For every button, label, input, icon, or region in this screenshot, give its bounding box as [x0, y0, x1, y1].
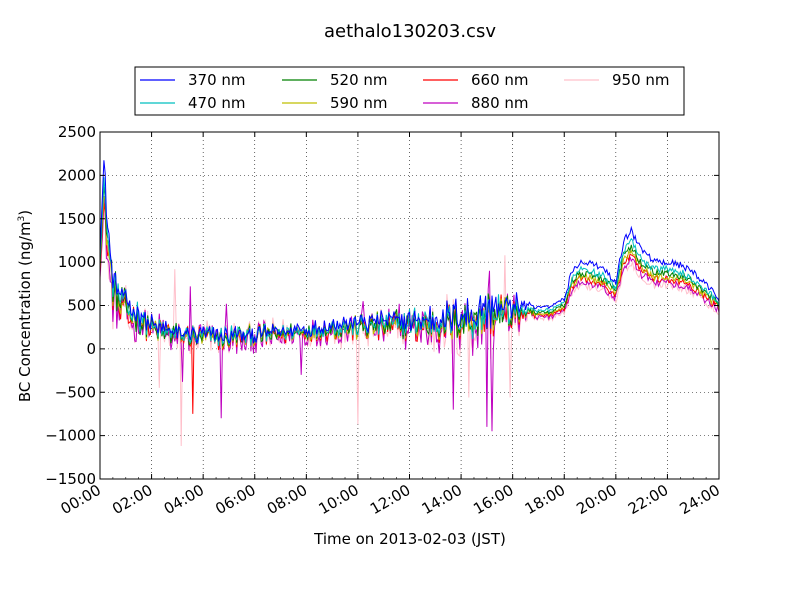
axis-ticks [99, 131, 720, 480]
x-tick-label: 14:00 [419, 481, 465, 518]
x-tick-label: 02:00 [109, 481, 155, 518]
y-tick-label: 1500 [58, 210, 96, 228]
y-tick-label: 0 [86, 340, 96, 358]
x-tick-label: 12:00 [367, 481, 413, 518]
y-axis-label-end: ) [16, 210, 34, 216]
chart-title: aethalo130203.csv [324, 21, 496, 42]
x-tick-labels: 00:00 02:00 04:00 06:00 08:00 10:00 12:00 14:00… [58, 481, 723, 518]
x-tick-label: 22:00 [625, 481, 671, 518]
legend-box [134, 66, 685, 116]
x-tick-label: 16:00 [470, 481, 516, 518]
legend-label: 370 nm [188, 71, 246, 89]
grid-lines [100, 132, 719, 479]
legend-label: 470 nm [188, 94, 246, 112]
x-tick-label: 24:00 [677, 481, 723, 518]
x-tick-label: 06:00 [212, 481, 258, 518]
series-line-470-nm [100, 177, 719, 347]
x-tick-label: 18:00 [522, 481, 568, 518]
y-tick-label: 1000 [58, 253, 96, 271]
legend-label: 590 nm [330, 94, 388, 112]
x-axis-label: Time on 2013-02-03 (JST) [313, 530, 506, 548]
x-tick-label: 20:00 [573, 481, 619, 518]
y-tick-labels: −1500 −1000 −500 0 500 1000 1500 2000 2500 [45, 123, 96, 488]
y-tick-label: 500 [67, 297, 96, 315]
x-tick-label: 10:00 [315, 481, 361, 518]
y-axis-label-superscript: 3 [17, 216, 27, 222]
series-line-370-nm [100, 160, 719, 344]
y-tick-label: −1000 [45, 427, 96, 445]
y-tick-label: 2000 [58, 166, 96, 184]
y-tick-label: 2500 [58, 123, 96, 141]
x-tick-label: 04:00 [161, 481, 207, 518]
legend-label: 950 nm [612, 71, 670, 89]
series-layer [100, 160, 719, 447]
y-axis-label: BC Concentration (ng/m3) [16, 210, 34, 402]
legend: 370 nm 470 nm 520 nm 590 nm 660 nm 880 nm 950 … [134, 66, 685, 116]
legend-label: 520 nm [330, 71, 388, 89]
legend-label: 660 nm [471, 71, 529, 89]
legend-label: 880 nm [471, 94, 529, 112]
y-tick-label: −500 [55, 383, 96, 401]
x-tick-label: 08:00 [264, 481, 310, 518]
y-tick-label: −1500 [45, 470, 96, 488]
y-axis-label-main: BC Concentration (ng/m [16, 221, 34, 402]
